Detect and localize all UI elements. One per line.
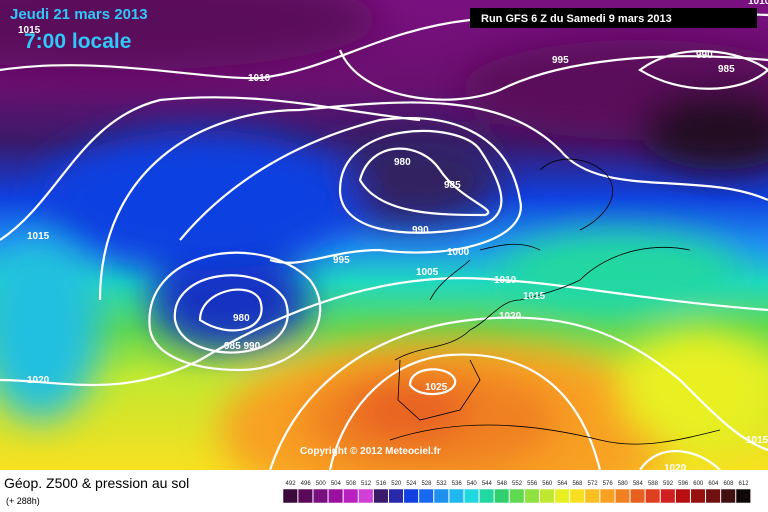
colorbar-cell xyxy=(675,488,691,504)
colorbar-label: 612 xyxy=(739,481,750,487)
colorbar-label: 512 xyxy=(361,481,372,487)
colorbar-label: 524 xyxy=(406,481,417,487)
colorbar-cell xyxy=(630,488,646,504)
time-label: 7:00 locale xyxy=(24,30,131,53)
colorbar-label: 496 xyxy=(301,481,312,487)
colorbar-label: 608 xyxy=(723,481,734,487)
colorbar-cell xyxy=(282,488,298,504)
isobar-label: 1010 xyxy=(494,275,517,286)
colorbar-cell xyxy=(614,488,631,504)
isobar-label: 990 xyxy=(696,50,713,61)
colorbar-label: 592 xyxy=(663,481,674,487)
isobars xyxy=(0,11,768,470)
colorbar-label: 540 xyxy=(467,481,478,487)
isobar-label: 1020 xyxy=(27,375,50,386)
coastlines xyxy=(389,158,721,445)
colorbar-cell xyxy=(297,488,313,504)
colorbar-label: 576 xyxy=(603,481,614,487)
colorbar-cell xyxy=(494,488,510,504)
colorbar-label: 536 xyxy=(452,481,463,487)
isobar-label: 1010 xyxy=(248,73,271,84)
colorbar-label: 596 xyxy=(678,481,689,487)
colorbar-label: 580 xyxy=(618,481,629,487)
isobar-label: 1020 xyxy=(499,311,522,322)
isobar-label: 1020 xyxy=(664,463,687,474)
colorbar-label: 544 xyxy=(482,481,493,487)
colorbar-cell xyxy=(705,488,721,504)
isobar-label: 995 xyxy=(552,55,569,66)
colorbar-cell xyxy=(418,488,434,504)
colorbar-label: 500 xyxy=(316,481,327,487)
isobar-label: 1015 xyxy=(523,291,546,302)
copyright: Copyright © 2012 Meteociel.fr xyxy=(300,446,441,457)
colorbar-cell xyxy=(463,488,480,504)
isobar-label: 1005 xyxy=(416,267,439,278)
colorbar-cell xyxy=(433,488,449,504)
colorbar-label: 532 xyxy=(437,481,448,487)
colorbar-label: 564 xyxy=(557,481,568,487)
colorbar-cell xyxy=(343,488,359,504)
colorbar-cell xyxy=(312,488,329,504)
colorbar-label: 604 xyxy=(708,481,719,487)
colorbar-label: 560 xyxy=(542,481,553,487)
colorbar-cell xyxy=(735,488,751,504)
isobar-label: 985 xyxy=(444,180,461,191)
colorbar-cell xyxy=(569,488,585,504)
isobar-label: 985 990 xyxy=(224,341,261,352)
isobar-label: 1015 xyxy=(18,25,41,36)
colorbar-cell xyxy=(720,488,736,504)
isobar-label: 985 xyxy=(718,64,735,75)
colorbar-cell xyxy=(328,488,344,504)
colorbar-cell xyxy=(645,488,661,504)
colorbar-cell xyxy=(358,488,374,504)
colorbar-label: 528 xyxy=(421,481,432,487)
colorbar-cell xyxy=(660,488,676,504)
colorbar-cell xyxy=(403,488,419,504)
colorbar-label: 588 xyxy=(648,481,659,487)
colorbar-cell xyxy=(448,488,464,504)
colorbar-cell xyxy=(479,488,495,504)
colorbar-cell xyxy=(599,488,615,504)
isobar-label: 1015 xyxy=(746,435,768,446)
isobar-label: 990 xyxy=(412,225,429,236)
colorbar-cell xyxy=(524,488,540,504)
colorbar-label: 548 xyxy=(497,481,508,487)
colorbar-label: 492 xyxy=(286,481,297,487)
colorbar-label: 508 xyxy=(346,481,357,487)
isobar-label: 1025 xyxy=(425,382,448,393)
colorbar-label: 552 xyxy=(512,481,523,487)
colorbar-cell xyxy=(690,488,706,504)
run-box xyxy=(470,8,757,28)
colorbar-cell xyxy=(539,488,555,504)
isobar-label: 995 xyxy=(333,255,350,266)
isobar-label: 1015 xyxy=(27,231,50,242)
colorbar-label: 600 xyxy=(693,481,704,487)
colorbar-cell xyxy=(554,488,570,504)
isobar-label: 980 xyxy=(233,313,250,324)
colorbar-label: 520 xyxy=(391,481,402,487)
colorbar-label: 504 xyxy=(331,481,342,487)
isobar-label: 1010 xyxy=(748,0,768,7)
colorbar-cell xyxy=(584,488,600,504)
footer-title: Géop. Z500 & pression au sol xyxy=(4,475,189,491)
colorbar-cell xyxy=(373,488,389,504)
colorbar-label: 568 xyxy=(572,481,583,487)
isobar-label: 980 xyxy=(394,157,411,168)
date-label: Jeudi 21 mars 2013 xyxy=(10,6,148,23)
colorbar-label: 584 xyxy=(633,481,644,487)
run-label: Run GFS 6 Z du Samedi 9 mars 2013 xyxy=(481,13,672,25)
colorbar-cell xyxy=(388,488,404,504)
footer-lead: (+ 288h) xyxy=(6,496,40,506)
colorbar-label: 572 xyxy=(588,481,599,487)
isobar-label: 1000 xyxy=(447,247,470,258)
colorbar-label: 556 xyxy=(527,481,538,487)
colorbar-cell xyxy=(509,488,525,504)
colorbar-label: 516 xyxy=(376,481,387,487)
